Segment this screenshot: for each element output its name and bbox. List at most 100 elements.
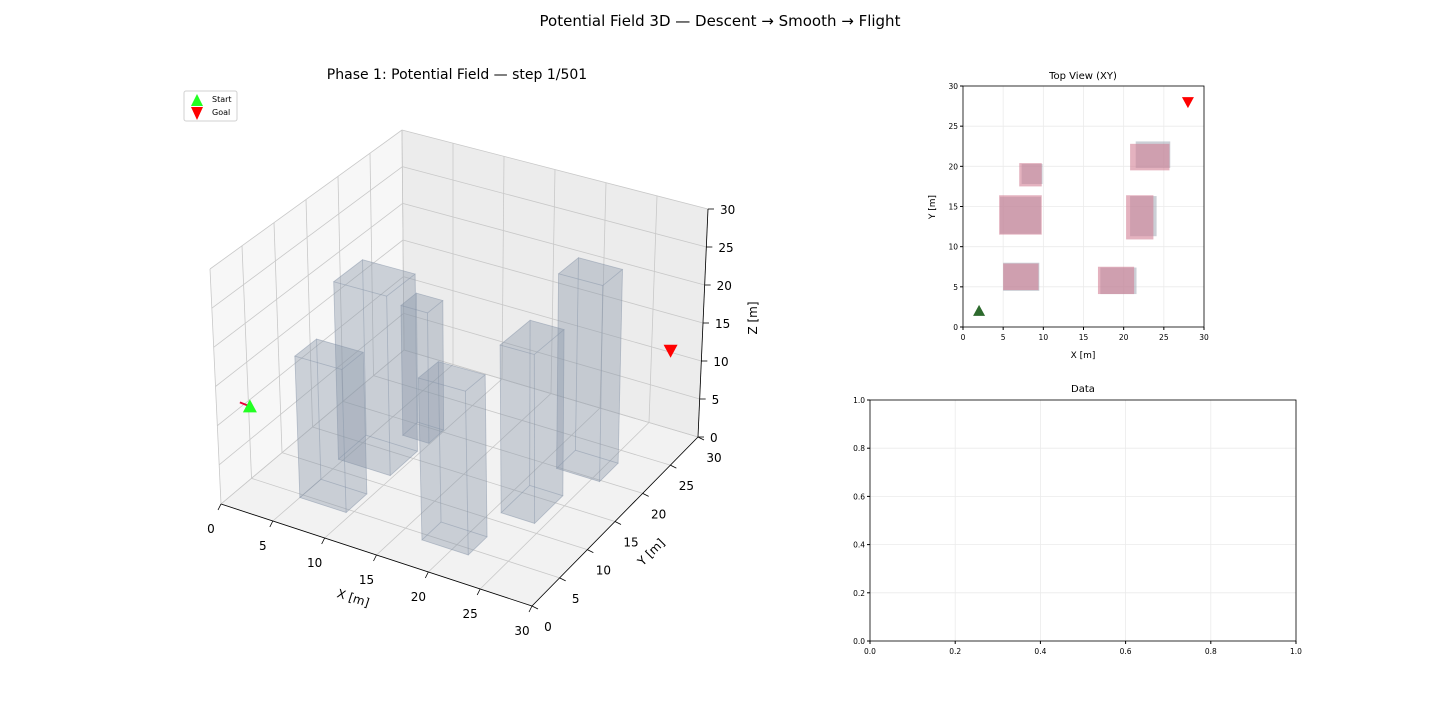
obstacle-face xyxy=(556,256,579,470)
obstacle-face xyxy=(299,478,368,513)
obstacle-face xyxy=(437,361,488,538)
topview-y-tick-label: 15 xyxy=(948,203,958,212)
topview-y-tick-label: 25 xyxy=(948,122,958,131)
topview-x-tick-label: 30 xyxy=(1199,333,1209,342)
y-tick xyxy=(670,464,677,469)
x-tick-label: 30 xyxy=(514,624,529,638)
z-tick-label: 0 xyxy=(710,431,718,445)
obstacle-face xyxy=(417,377,469,556)
topview-inflated-obstacle xyxy=(1019,163,1042,187)
x-tick xyxy=(269,520,274,528)
obstacle-face xyxy=(293,338,365,370)
obstacle-face xyxy=(575,257,623,464)
topview-inflated-obstacle xyxy=(1097,266,1135,295)
legend-goal-label: Goal xyxy=(212,108,230,117)
x-tick xyxy=(476,588,481,596)
x-tick xyxy=(528,605,533,613)
y-tick xyxy=(642,492,649,497)
y-tick-label: 30 xyxy=(706,451,721,465)
z-tick-label: 15 xyxy=(715,317,730,331)
topview-inflated-obstacle xyxy=(999,195,1042,235)
obstacle-face xyxy=(500,484,564,524)
3d-plot: 0 0 0 5 5 5 10 10 10 15 15 15 20 20 20 25 25 25 30 30 30 xyxy=(207,129,735,638)
x-tick-label: 20 xyxy=(411,590,426,604)
topview-inflated-obstacle xyxy=(1126,195,1154,240)
topview-frame xyxy=(962,85,1205,328)
obstacle-face xyxy=(417,361,486,392)
back-grid-line-z xyxy=(401,129,709,210)
topview-ylabel: Y [m] xyxy=(928,195,938,220)
obstacle-face xyxy=(316,338,368,495)
topview-y-tick-label: 30 xyxy=(948,82,958,91)
y-tick xyxy=(559,577,566,582)
topview-y-tick-label: 5 xyxy=(953,283,958,292)
data-y-tick-label: 0.8 xyxy=(853,444,865,453)
x-tick xyxy=(373,554,377,562)
y-tick-label: 15 xyxy=(623,536,638,550)
obstacle-face xyxy=(294,355,347,514)
topview-x-tick-label: 15 xyxy=(1079,333,1089,342)
z-tick-label: 10 xyxy=(713,355,728,369)
obstacle-face xyxy=(400,292,444,314)
z-tick-label: 25 xyxy=(718,241,733,255)
y-tick-label: 5 xyxy=(572,592,580,606)
obstacle-face xyxy=(294,338,322,499)
data-y-tick-label: 0.6 xyxy=(853,492,865,501)
topview-x-tick-label: 20 xyxy=(1119,333,1129,342)
obstacle-face xyxy=(341,351,368,514)
obstacle-face xyxy=(333,258,367,461)
data-x-tick-label: 0.0 xyxy=(864,647,876,656)
data-x-tick-label: 0.4 xyxy=(1034,647,1046,656)
obstacle-face xyxy=(337,434,419,477)
topview-xlabel: X [m] xyxy=(1071,351,1096,361)
back-pane xyxy=(402,130,708,437)
y-tick xyxy=(587,549,594,554)
topview-inflated-obstacle xyxy=(1130,143,1170,171)
obstacle-face xyxy=(499,319,565,355)
data-x-tick-label: 0.8 xyxy=(1205,647,1217,656)
data-x-tick-label: 0.2 xyxy=(949,647,961,656)
obstacle-face xyxy=(465,373,488,556)
topview-x-tick-label: 5 xyxy=(1001,333,1006,342)
z-tick-label: 5 xyxy=(712,393,720,407)
legend-start-label: Start xyxy=(212,95,232,104)
goal-marker xyxy=(663,344,678,358)
topview-inflated-obstacle xyxy=(1003,263,1039,291)
topview-start-marker xyxy=(973,304,986,316)
data-y-tick-label: 0.4 xyxy=(853,541,865,550)
x-tick xyxy=(321,537,326,545)
y-tick-label: 20 xyxy=(651,507,666,521)
obstacle-face xyxy=(333,281,391,477)
data-y-tick-label: 1.0 xyxy=(853,396,865,405)
x-tick xyxy=(217,503,222,511)
obstacle-face xyxy=(402,421,445,444)
x-tick xyxy=(424,571,429,579)
obstacle-face xyxy=(427,299,445,445)
y-tick-label: 0 xyxy=(544,620,552,634)
floor-grid-line-y xyxy=(373,375,671,466)
3d-title: Phase 1: Potential Field — step 1/501 xyxy=(327,67,587,83)
topview-y-tick-label: 10 xyxy=(948,243,958,252)
obstacle-face xyxy=(362,259,418,452)
obstacle-face xyxy=(533,328,565,525)
z-tick-label: 30 xyxy=(720,203,735,217)
obstacle-face xyxy=(599,268,623,483)
x-tick-label: 25 xyxy=(463,607,478,621)
topview-x-tick-label: 25 xyxy=(1159,333,1169,342)
data-y-tick-label: 0.0 xyxy=(853,637,865,646)
obstacle-face xyxy=(332,259,416,297)
y-tick xyxy=(614,521,622,525)
3d-xlabel: X [m] xyxy=(335,586,371,610)
data-x-tick-label: 1.0 xyxy=(1290,647,1302,656)
y-tick-label: 10 xyxy=(596,564,611,578)
obstacle-face xyxy=(400,292,419,437)
legend-start-marker xyxy=(191,94,203,106)
left-grid-line-z xyxy=(209,129,403,270)
obstacle-face xyxy=(400,304,430,444)
obstacle-face xyxy=(499,344,536,524)
x-tick-label: 5 xyxy=(259,539,267,553)
left-grid-line-z xyxy=(211,166,403,309)
y-tick xyxy=(697,436,705,441)
3d-ylabel: Y [m] xyxy=(634,536,667,569)
